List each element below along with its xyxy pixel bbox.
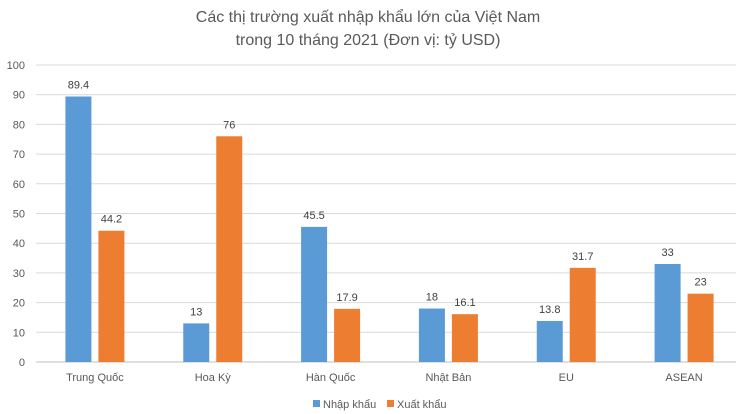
bar-nhap-khau — [418, 308, 445, 362]
y-tick-label: 90 — [13, 90, 25, 102]
y-tick-label: 0 — [19, 357, 25, 369]
y-tick-label: 100 — [7, 60, 25, 72]
data-label: 23 — [694, 277, 706, 289]
data-label: 45.5 — [303, 210, 324, 222]
bar-xuat-khau — [451, 314, 478, 362]
bar-xuat-khau — [569, 267, 596, 362]
data-label: 18 — [426, 292, 438, 304]
chart-title-line-2: trong 10 tháng 2021 (Đơn vị: tỷ USD) — [236, 32, 501, 49]
y-tick-label: 40 — [13, 238, 25, 250]
bar-nhap-khau — [301, 226, 328, 362]
x-tick-label: EU — [559, 372, 574, 384]
legend-swatch — [313, 400, 320, 407]
data-label: 31.7 — [572, 251, 593, 263]
y-tick-label: 30 — [13, 268, 25, 280]
y-tick-label: 80 — [13, 119, 25, 131]
x-tick-label: Hàn Quốc — [306, 372, 356, 384]
data-label: 13.8 — [539, 304, 560, 316]
data-label: 13 — [190, 306, 202, 318]
legend-label: Xuất khẩu — [397, 399, 447, 411]
y-tick-label: 70 — [13, 149, 25, 161]
bar-nhap-khau — [65, 96, 92, 363]
bar-nhap-khau — [183, 323, 210, 362]
x-tick-label: ASEAN — [665, 372, 702, 384]
y-tick-label: 20 — [13, 298, 25, 310]
bar-xuat-khau — [98, 230, 125, 362]
x-tick-label: Hoa Kỳ — [195, 372, 232, 384]
y-tick-label: 10 — [13, 327, 25, 339]
bar-nhap-khau — [654, 263, 681, 362]
bar-nhap-khau — [536, 321, 563, 362]
x-tick-label: Nhật Bản — [425, 372, 471, 384]
bar-xuat-khau — [687, 293, 714, 362]
data-label: 16.1 — [454, 297, 475, 309]
y-tick-label: 50 — [13, 209, 25, 221]
data-label: 76 — [223, 119, 235, 131]
data-label: 17.9 — [336, 292, 357, 304]
legend-swatch — [387, 400, 394, 407]
data-label: 44.2 — [101, 214, 122, 226]
bar-xuat-khau — [216, 136, 243, 362]
legend-label: Nhập khẩu — [323, 399, 376, 411]
data-label: 33 — [661, 247, 673, 259]
x-tick-label: Trung Quốc — [66, 372, 124, 384]
data-label: 89.4 — [68, 79, 89, 91]
bar-xuat-khau — [334, 308, 361, 362]
y-tick-label: 60 — [13, 179, 25, 191]
chart-title-line-1: Các thị trường xuất nhập khẩu lớn của Vi… — [196, 8, 540, 26]
